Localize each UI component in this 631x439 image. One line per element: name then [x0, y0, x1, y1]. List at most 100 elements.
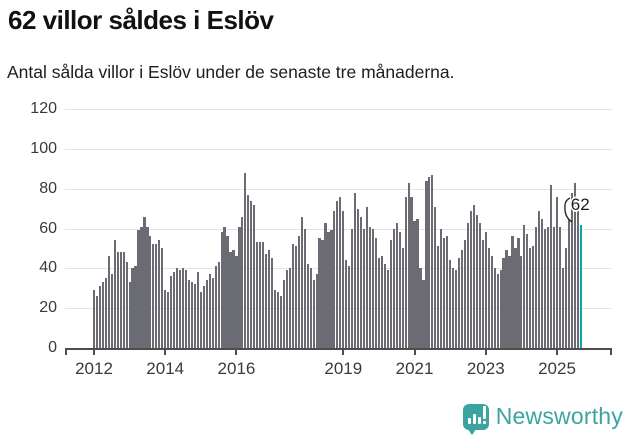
bar — [170, 276, 173, 348]
bar — [544, 228, 547, 348]
bar — [202, 286, 205, 348]
bar — [511, 236, 514, 348]
bar — [493, 268, 496, 348]
bar — [357, 208, 360, 348]
annotation-leader-line — [563, 196, 573, 223]
bar — [496, 274, 499, 348]
bar — [333, 210, 336, 348]
bar — [567, 218, 570, 348]
bar — [413, 220, 416, 348]
bar — [368, 226, 372, 348]
bar — [131, 268, 134, 348]
bar — [211, 278, 214, 348]
bar — [573, 182, 576, 348]
bar — [336, 200, 339, 348]
bar — [555, 196, 559, 348]
bar — [262, 242, 265, 348]
bar — [303, 228, 306, 348]
bar — [235, 256, 238, 348]
x-axis-tick — [235, 350, 238, 355]
bar — [247, 194, 250, 348]
bar — [101, 282, 104, 348]
gridline — [65, 268, 612, 270]
x-axis-tick-label: 2021 — [395, 359, 434, 378]
bar — [360, 216, 363, 348]
bar — [365, 206, 369, 348]
x-axis-tick — [164, 350, 167, 355]
x-axis-tick — [413, 350, 416, 355]
bar — [517, 238, 520, 348]
bar — [318, 238, 321, 348]
x-axis-tick — [342, 350, 345, 355]
bar — [226, 236, 229, 348]
bar — [279, 296, 283, 348]
bar — [149, 236, 152, 348]
bar — [354, 192, 357, 348]
page-title: 62 villor såldes i Eslöv — [8, 5, 274, 35]
bar — [351, 228, 354, 348]
bar — [431, 174, 434, 348]
bar — [460, 250, 464, 348]
bar — [184, 270, 188, 348]
bar — [392, 228, 395, 348]
bar — [398, 232, 401, 348]
bar — [452, 268, 455, 348]
bar — [176, 268, 179, 348]
bar — [529, 248, 532, 348]
bar — [526, 234, 529, 348]
bar — [541, 218, 544, 348]
bar — [538, 210, 541, 348]
bar — [401, 248, 404, 348]
x-axis-tick-label: 2012 — [75, 359, 113, 378]
bar — [256, 242, 259, 348]
bar — [478, 222, 481, 348]
bar — [167, 292, 170, 348]
bar — [98, 286, 102, 348]
gridline — [65, 188, 612, 190]
bar — [440, 228, 443, 348]
bar — [419, 268, 422, 348]
bar — [508, 256, 511, 348]
bar — [164, 290, 167, 348]
bar — [327, 232, 330, 348]
chart-subtitle: Antal sålda villor i Eslöv under de sena… — [7, 62, 455, 82]
bar — [535, 226, 538, 348]
bar — [92, 290, 96, 348]
bar — [342, 210, 345, 348]
bar — [122, 252, 125, 348]
bar — [520, 256, 523, 348]
bar — [499, 270, 502, 348]
bar — [187, 280, 191, 348]
bar — [143, 216, 146, 348]
bar — [425, 180, 428, 348]
bar — [116, 252, 119, 348]
bar — [466, 222, 470, 348]
bar — [276, 292, 280, 348]
bar — [155, 244, 158, 348]
bar — [285, 270, 288, 348]
bar — [407, 182, 410, 348]
bar — [490, 256, 493, 348]
x-axis-tick-label: 2019 — [324, 359, 363, 378]
bar — [395, 222, 398, 348]
bar — [549, 184, 553, 348]
bar — [161, 248, 164, 348]
bar — [288, 268, 291, 348]
bar — [244, 172, 247, 348]
x-axis-tick-label: 2016 — [217, 359, 256, 378]
bar — [199, 292, 202, 348]
bar — [300, 216, 303, 348]
x-axis-tick-label: 2023 — [466, 359, 505, 378]
x-axis-tick — [484, 350, 487, 355]
bar — [404, 196, 407, 348]
bar — [484, 232, 487, 348]
bar — [259, 242, 262, 348]
highlighted-bar — [579, 224, 582, 348]
x-axis-line — [65, 348, 612, 350]
bar — [315, 274, 318, 348]
bar — [330, 230, 333, 348]
newsworthy-logo: Newsworthy — [462, 403, 623, 435]
bar — [386, 270, 389, 348]
